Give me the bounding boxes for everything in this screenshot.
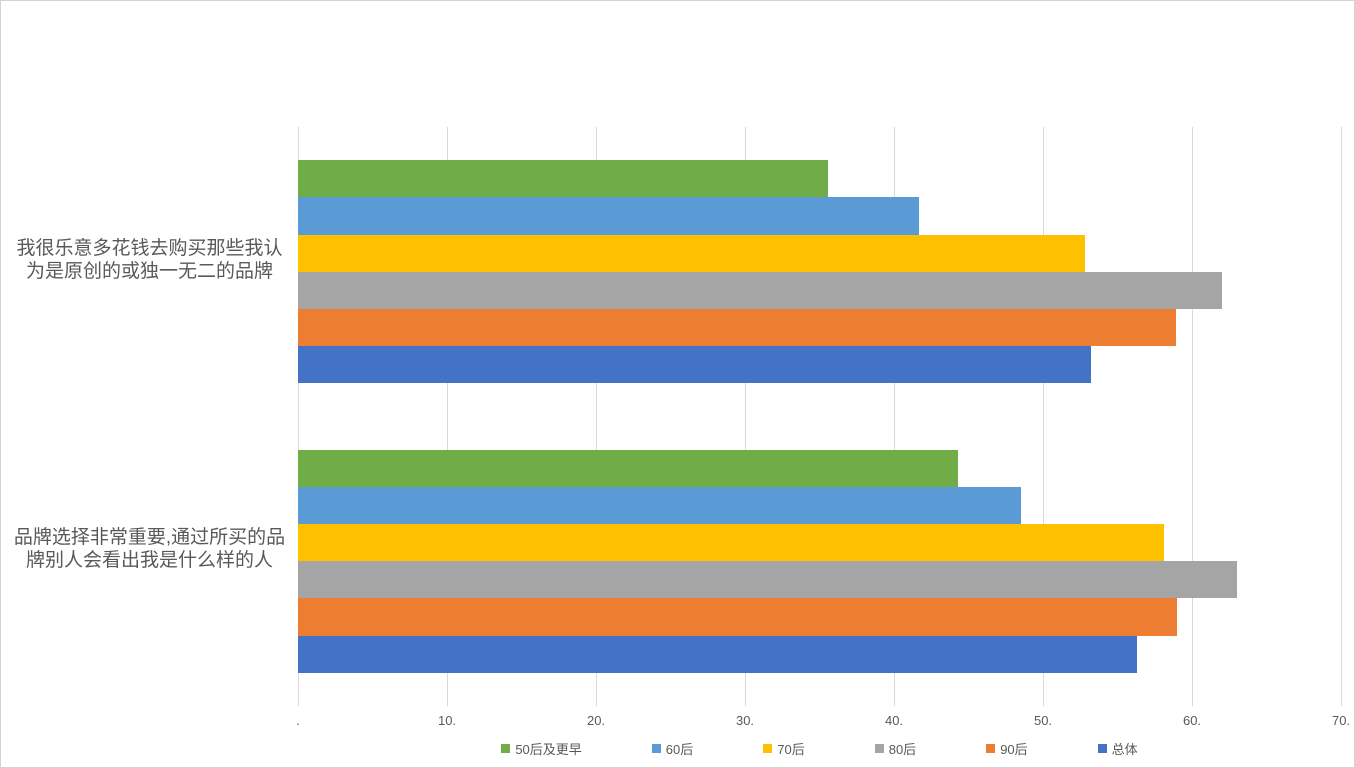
legend-label: 总体: [1111, 741, 1138, 757]
x-axis-tick-label: 30.: [735, 713, 755, 728]
legend-swatch-icon: [763, 743, 773, 753]
legend-swatch-icon: [651, 743, 661, 753]
legend-swatch-icon: [874, 743, 884, 753]
bar-90s-category-1: [298, 598, 1178, 636]
legend-label: 80后: [888, 741, 917, 757]
legend: 50后及更早 60后 70后 80后 90后 总体: [298, 739, 1341, 757]
legend-label: 90后: [1000, 741, 1028, 757]
legend-swatch-icon: [1097, 743, 1107, 753]
legend-item-80s: 80后: [874, 739, 917, 758]
bar-overall-category-0: [298, 346, 1091, 384]
legend-label: 60后: [665, 741, 694, 757]
x-axis-tick-label: 10.: [437, 713, 457, 728]
legend-label: 50后及更早: [515, 741, 582, 757]
category-axis: 我很乐意多花钱去购买那些我认为是原创的或独一无二的品牌 品牌选择非常重要,通过所买…: [1, 127, 298, 706]
gridline-40: [894, 127, 895, 706]
x-axis-tick-label: .: [296, 713, 300, 728]
category-label-0: 我很乐意多花钱去购买那些我认为是原创的或独一无二的品牌: [16, 237, 283, 282]
gridline-0: [298, 127, 299, 706]
bar-80s-category-1: [298, 561, 1237, 599]
x-axis-tick-label: 40.: [884, 713, 904, 728]
bar-60s-category-0: [298, 197, 920, 235]
gridline-60: [1192, 127, 1193, 706]
bar-70s-category-0: [298, 234, 1085, 272]
legend-swatch-icon: [986, 743, 996, 753]
legend-item-60s: 60后: [651, 739, 694, 758]
bar-50s-and-earlier-category-1: [298, 449, 959, 487]
gridline-50: [1043, 127, 1044, 706]
bar-70s-category-1: [298, 524, 1164, 562]
bar-60s-category-1: [298, 486, 1021, 525]
gridline-10: [447, 127, 448, 706]
x-axis-tick-label: 70.: [1331, 713, 1351, 728]
x-axis: . 10. 20. 30. 40. 50. 60. 70.: [1, 711, 1354, 731]
legend-item-overall: 总体: [1097, 739, 1138, 758]
x-axis-tick-label: 60.: [1182, 713, 1202, 728]
legend-item-70s: 70后: [763, 739, 805, 758]
legend-item-90s: 90后: [986, 739, 1028, 758]
bar-80s-category-0: [298, 271, 1222, 309]
bar-overall-category-1: [298, 635, 1137, 673]
bar-50s-and-earlier-category-0: [298, 160, 829, 198]
gridline-20: [596, 127, 597, 706]
gridline-70: [1341, 127, 1342, 706]
legend-swatch-icon: [501, 743, 511, 753]
legend-item-50s-and-earlier: 50后及更早: [501, 739, 582, 758]
legend-label: 70后: [777, 741, 805, 757]
x-axis-tick-label: 50.: [1033, 713, 1053, 728]
bar-90s-category-0: [298, 308, 1176, 347]
plot-area: [298, 127, 1342, 706]
gridline-30: [745, 127, 746, 706]
x-axis-tick-label: 20.: [586, 713, 606, 728]
category-label-1: 品牌选择非常重要,通过所买的品牌别人会看出我是什么样的人: [13, 527, 286, 572]
